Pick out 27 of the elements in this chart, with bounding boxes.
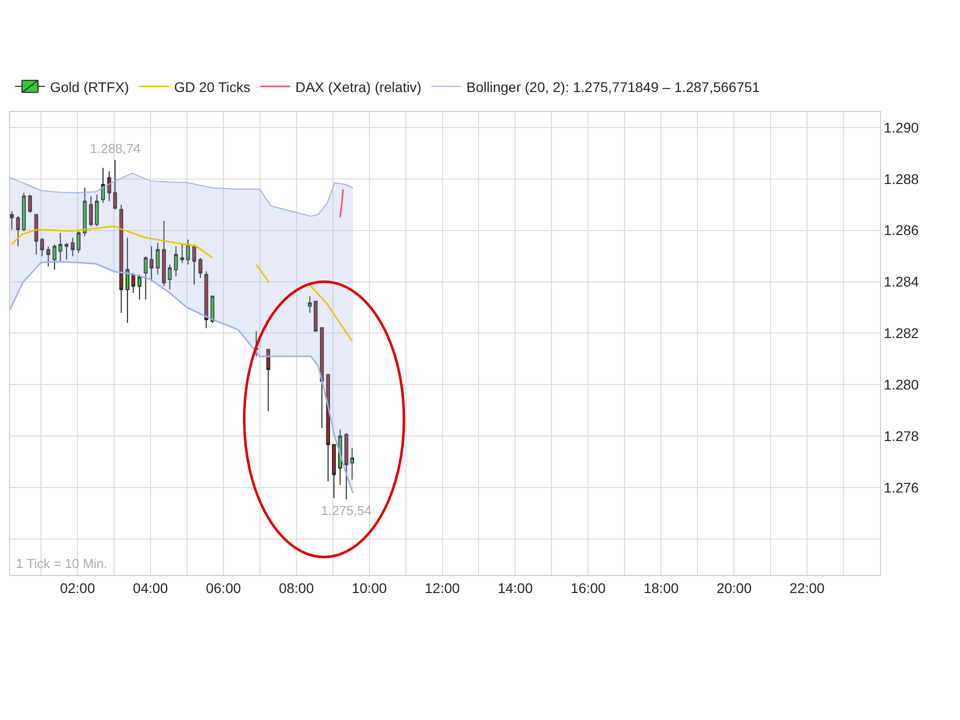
x-tick-label: 08:00	[278, 580, 314, 596]
legend-label: GD 20 Ticks	[174, 78, 250, 95]
annotation: 1 Tick = 10 Min.	[16, 556, 108, 571]
x-tick-label: 18:00	[644, 580, 679, 596]
x-tick-label: 14:00	[498, 580, 533, 596]
y-tick-label: 1.278	[884, 428, 920, 444]
line-series	[10, 260, 354, 494]
legend-label: DAX (Xetra) (relativ)	[295, 78, 422, 95]
x-tick-label: 16:00	[570, 580, 606, 596]
legend-label: Bollinger (20, 2): 1.275,771849 – 1.287,566751	[466, 78, 760, 95]
x-tick-label: 06:00	[206, 580, 242, 596]
y-tick-label: 1.284	[884, 274, 920, 290]
x-tick-label: 20:00	[716, 580, 752, 596]
annotation: 1.275,54	[321, 503, 372, 518]
annotation: 1.288,74	[90, 141, 141, 156]
y-tick-label: 1.276	[884, 479, 920, 496]
y-tick-label: 1.290	[884, 119, 920, 136]
y-tick-label: 1.282	[884, 325, 920, 342]
y-tick-label: 1.288	[884, 170, 920, 187]
x-tick-label: 10:00	[352, 580, 388, 596]
x-tick-label: 12:00	[424, 580, 460, 596]
legend-label: Gold (RTFX)	[50, 78, 130, 95]
y-tick-label: 1.286	[884, 222, 920, 238]
x-tick-label: 22:00	[790, 580, 825, 596]
x-tick-label: 02:00	[60, 580, 96, 596]
y-tick-label: 1.280	[884, 376, 920, 393]
x-tick-label: 04:00	[132, 580, 168, 596]
